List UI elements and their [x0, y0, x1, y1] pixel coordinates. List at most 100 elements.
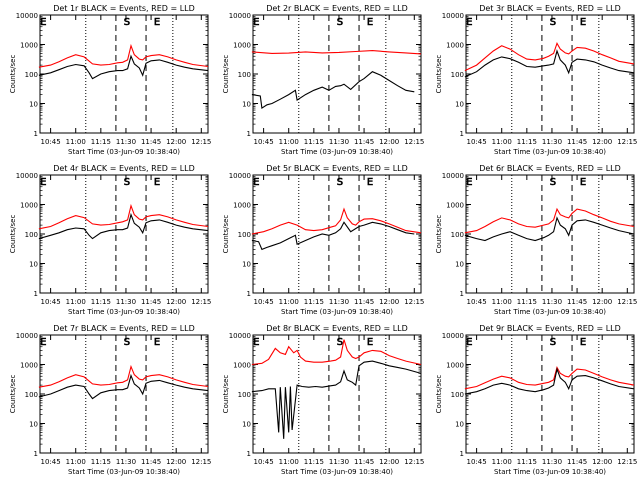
y-tick-label: 10000 [229, 332, 251, 340]
x-tick-label: 12:15 [191, 458, 211, 466]
y-tick-label: 1000 [233, 42, 251, 50]
y-tick-label: 1000 [233, 202, 251, 210]
marker-label: E [580, 17, 586, 28]
x-tick-label: 12:15 [404, 298, 424, 306]
panel-title: Det 3r BLACK = Events, RED = LLD [479, 4, 621, 13]
x-tick-label: 11:45 [354, 138, 374, 146]
x-tick-label: 11:45 [567, 298, 587, 306]
x-tick-label: 11:45 [141, 138, 161, 146]
y-tick-label: 100 [238, 231, 251, 239]
x-tick-label: 10:45 [41, 138, 61, 146]
x-tick-label: 11:15 [91, 298, 111, 306]
y-tick-label: 1000 [446, 42, 464, 50]
y-tick-label: 10000 [229, 172, 251, 180]
y-tick-label: 1 [247, 450, 251, 458]
marker-label: E [466, 177, 472, 188]
panel-title: Det 7r BLACK = Events, RED = LLD [53, 324, 195, 333]
x-axis-label: Start Time (03-Jun-09 10:38:40) [281, 468, 393, 476]
panel-det-3: Det 3r BLACK = Events, RED = LLD 1 10 100 10… [435, 4, 637, 156]
series-line-lld [251, 207, 422, 235]
plot-frame [465, 334, 635, 454]
x-tick-label: 11:00 [492, 458, 512, 466]
y-tick-label: 1 [460, 290, 464, 298]
x-axis-label: Start Time (03-Jun-09 10:38:40) [494, 308, 606, 316]
x-tick-label: 11:15 [91, 458, 111, 466]
panel-title: Det 5r BLACK = Events, RED = LLD [266, 164, 408, 173]
series-line-lld [251, 339, 422, 366]
y-tick-label: 1000 [20, 42, 38, 50]
x-tick-label: 10:45 [467, 298, 487, 306]
x-tick-label: 12:00 [592, 298, 612, 306]
plot-frame [252, 14, 422, 134]
x-tick-label: 11:00 [66, 138, 86, 146]
x-tick-label: 12:15 [404, 458, 424, 466]
x-tick-label: 11:15 [304, 298, 324, 306]
x-axis-label: Start Time (03-Jun-09 10:38:40) [281, 148, 393, 156]
marker-label: E [40, 177, 46, 188]
x-axis-label: Start Time (03-Jun-09 10:38:40) [494, 468, 606, 476]
plot-frame [39, 334, 209, 454]
marker-label: E [40, 337, 46, 348]
panel-det-6: Det 6r BLACK = Events, RED = LLD 1 10 100 10… [435, 164, 637, 316]
series-line-lld [464, 207, 635, 234]
series-line-events [38, 54, 209, 80]
y-tick-label: 10 [455, 101, 464, 109]
x-tick-label: 10:45 [254, 458, 274, 466]
x-axis-label: Start Time (03-Jun-09 10:38:40) [68, 308, 180, 316]
marker-label: E [253, 17, 259, 28]
marker-label: E [580, 177, 586, 188]
series-line-events [251, 360, 422, 439]
x-tick-label: 10:45 [41, 298, 61, 306]
marker-label: S [337, 177, 343, 188]
panel-det-2: Det 2r BLACK = Events, RED = LLD 1 10 100 10… [222, 4, 424, 156]
y-tick-label: 100 [25, 71, 38, 79]
series-line-events [38, 373, 209, 400]
x-tick-label: 11:00 [66, 298, 86, 306]
series-line-lld [38, 203, 209, 230]
y-tick-label: 100 [451, 231, 464, 239]
series-line-lld [38, 43, 209, 68]
y-tick-label: 10000 [229, 12, 251, 20]
x-tick-label: 11:15 [304, 138, 324, 146]
panel-det-5: Det 5r BLACK = Events, RED = LLD 1 10 100 10… [222, 164, 424, 316]
y-tick-label: 1000 [20, 362, 38, 370]
marker-label: E [367, 177, 373, 188]
x-tick-label: 12:00 [166, 138, 186, 146]
x-tick-label: 11:30 [329, 298, 349, 306]
marker-label: S [337, 337, 343, 348]
y-axis-label: Counts/sec [435, 375, 443, 414]
y-tick-label: 10 [242, 101, 251, 109]
x-tick-label: 11:30 [329, 138, 349, 146]
x-tick-label: 12:00 [379, 458, 399, 466]
y-tick-label: 10000 [16, 12, 38, 20]
y-tick-label: 10 [242, 261, 251, 269]
marker-label: E [154, 17, 160, 28]
y-tick-label: 1000 [20, 202, 38, 210]
x-tick-label: 10:45 [467, 458, 487, 466]
x-tick-label: 11:15 [304, 458, 324, 466]
series-line-events [464, 216, 635, 242]
x-tick-label: 12:15 [617, 458, 637, 466]
y-tick-label: 10 [242, 421, 251, 429]
x-tick-label: 11:30 [542, 458, 562, 466]
x-tick-label: 12:00 [379, 138, 399, 146]
y-tick-label: 10000 [16, 332, 38, 340]
y-axis-label: Counts/sec [9, 375, 17, 414]
marker-label: E [466, 337, 472, 348]
marker-label: S [550, 337, 556, 348]
x-tick-label: 11:45 [567, 458, 587, 466]
x-tick-label: 11:00 [279, 458, 299, 466]
y-tick-label: 10000 [16, 172, 38, 180]
y-tick-label: 100 [25, 391, 38, 399]
x-tick-label: 12:15 [191, 298, 211, 306]
marker-label: S [550, 17, 556, 28]
panel-det-7: Det 7r BLACK = Events, RED = LLD 1 10 100 10… [9, 324, 211, 476]
x-tick-label: 11:30 [116, 298, 136, 306]
x-tick-label: 10:45 [467, 138, 487, 146]
x-tick-label: 11:00 [279, 298, 299, 306]
series-line-events [251, 71, 415, 110]
x-tick-label: 11:00 [492, 298, 512, 306]
x-tick-label: 10:45 [41, 458, 61, 466]
x-tick-label: 12:00 [379, 298, 399, 306]
